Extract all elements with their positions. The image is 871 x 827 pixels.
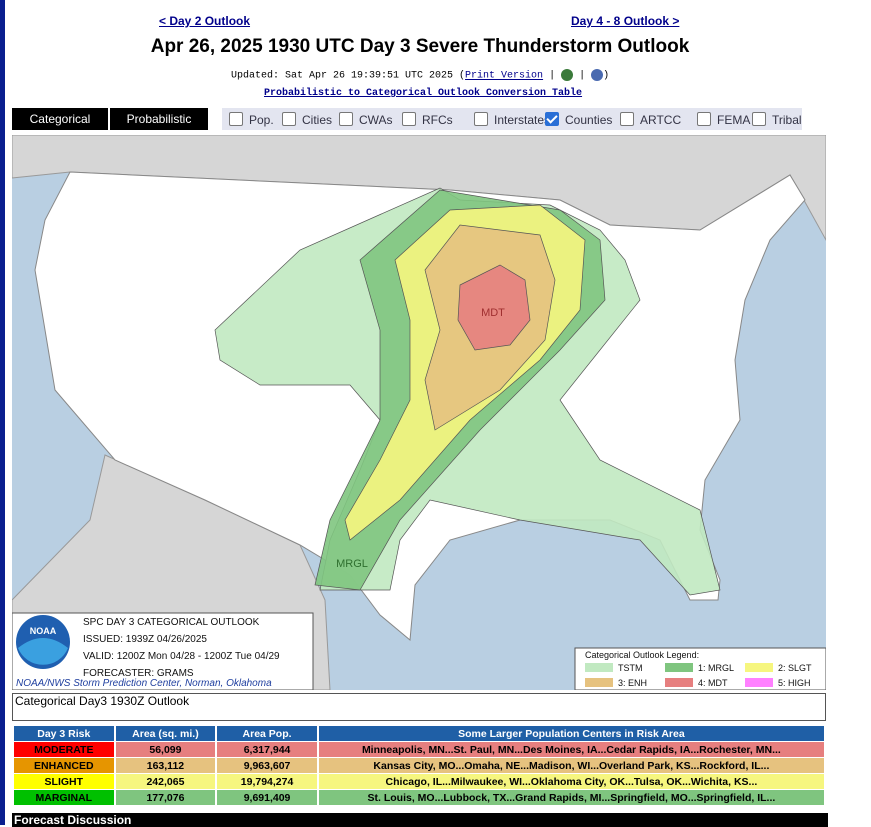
map-label: MDT (481, 307, 505, 319)
risk-row: MODERATE 56,099 6,317,944 Minneapolis, MN..… (14, 742, 824, 757)
risk-cell: MODERATE (14, 742, 114, 757)
risk-cell: 19,794,274 (217, 774, 317, 789)
next-link[interactable]: Day 4 - 8 Outlook > (571, 14, 680, 28)
legend-label: 3: ENH (618, 678, 647, 688)
layer-checkbox[interactable] (620, 112, 634, 126)
layer-checkbox[interactable] (752, 112, 766, 126)
risk-cell: St. Louis, MO...Lubbock, TX...Grand Rapi… (318, 790, 824, 805)
updated-line: Updated: Sat Apr 26 19:39:51 UTC 2025 (P… (231, 69, 609, 82)
risk-row: MARGINAL 177,076 9,691,409 St. Louis, MO...… (14, 790, 824, 805)
layer-checkbox[interactable] (339, 112, 353, 126)
risk-table: Day 3 Risk Area (sq. mi.) Area Pop. Some La… (12, 725, 826, 806)
risk-cell: SLIGHT (14, 774, 114, 789)
legend-label: 1: MRGL (698, 663, 734, 673)
header-cell: Area (sq. mi.) (115, 726, 216, 741)
separator: | (579, 70, 586, 82)
caption-box: Categorical Day3 1930Z Outlook (12, 693, 826, 721)
legend-box (574, 647, 826, 690)
layer-label: CWAs (359, 113, 393, 127)
layer-label: RFCs (422, 113, 453, 127)
info-line: SPC DAY 3 CATEGORICAL OUTLOOK (83, 617, 260, 628)
tab[interactable]: Probabilistic (110, 108, 208, 130)
credit: NOAA/NWS Storm Prediction Center, Norman… (16, 678, 272, 689)
layer-label: FEMA (717, 113, 751, 127)
shp-icon[interactable] (591, 69, 604, 81)
legend-label: 4: MDT (698, 678, 728, 688)
risk-cell: 6,317,944 (217, 742, 317, 757)
layer-checkbox[interactable] (229, 112, 243, 126)
info-line: ISSUED: 1939Z 04/26/2025 (83, 634, 207, 645)
logo-wave (18, 638, 68, 665)
legend-title: Categorical Outlook Legend: (585, 650, 699, 660)
print-link[interactable]: Print Version (465, 70, 544, 82)
layer-checkbox[interactable] (402, 112, 416, 126)
risk-area (457, 264, 531, 351)
layer-label: Interstates (494, 113, 551, 127)
risk-row: SLIGHT 242,065 19,794,274 Chicago, IL...Mil… (14, 774, 824, 789)
updated-text: Updated: Sat Apr 26 19:39:51 UTC 2025 ( (231, 70, 466, 82)
risk-cell: ENHANCED (14, 758, 114, 773)
risk-cell: 9,963,607 (217, 758, 317, 773)
risk-cell: 177,076 (115, 790, 216, 805)
layer-label: Cities (302, 113, 333, 127)
risk-cell: Minneapolis, MN...St. Paul, MN...Des Moi… (318, 742, 824, 757)
header-cell: Day 3 Risk (14, 726, 114, 741)
risk-cell: 242,065 (115, 774, 216, 789)
layer-checkbox[interactable] (282, 112, 296, 126)
header-row: Day 3 Risk Area (sq. mi.) Area Pop. Some La… (14, 726, 824, 741)
legend-swatch (745, 663, 773, 672)
layer-label: ARTCC (640, 113, 682, 127)
info-line: VALID: 1200Z Mon 04/28 - 1200Z Tue 04/29 (83, 651, 280, 662)
discussion-bar[interactable]: Forecast Discussion (12, 813, 828, 827)
caption: Categorical Day3 1930Z Outlook (15, 694, 190, 708)
header-cell: Some Larger Population Centers in Risk A… (318, 726, 824, 741)
prev-link[interactable]: < Day 2 Outlook (159, 14, 251, 28)
legend-swatch (585, 678, 613, 687)
risk-cell: 56,099 (115, 742, 216, 757)
risk-cell: 163,112 (115, 758, 216, 773)
risk-cell: 9,691,409 (217, 790, 317, 805)
legend-swatch (665, 678, 693, 687)
logo-text: NOAA (30, 626, 57, 636)
layer-label: Tribal (772, 113, 802, 127)
legend-label: 5: HIGH (778, 678, 811, 688)
risk-cell: Chicago, IL...Milwaukee, WI...Oklahoma C… (318, 774, 824, 789)
conversion-link[interactable]: Probabilistic to Categorical Outlook Con… (264, 88, 583, 99)
layer-checkbox[interactable] (474, 112, 488, 126)
discussion-label: Forecast Discussion (14, 813, 132, 827)
side-stripe (0, 0, 5, 825)
risk-cell: Kansas City, MO...Omaha, NE...Madison, W… (318, 758, 824, 773)
layer-bar (222, 108, 802, 130)
page-title: Apr 26, 2025 1930 UTC Day 3 Severe Thund… (150, 36, 690, 57)
separator: | (549, 70, 556, 82)
legend-label: 2: SLGT (778, 663, 812, 673)
layer-label: Counties (565, 113, 613, 127)
layer-checkbox[interactable] (697, 112, 711, 126)
layer-checkbox[interactable] (545, 112, 559, 126)
layer-label: Pop. (249, 113, 274, 127)
risk-row: ENHANCED 163,112 9,963,607 Kansas City, MO.… (14, 758, 824, 773)
legend-swatch (745, 678, 773, 687)
legend-swatch (665, 663, 693, 672)
info-line: FORECASTER: GRAMS (83, 668, 194, 679)
legend-swatch (585, 663, 613, 672)
outlook-map: MDT MRGL NOAA SPC DAY 3 CATEGORICAL OUTLOOK… (12, 135, 826, 690)
map-label: MRGL (336, 558, 368, 570)
tab[interactable]: Categorical (12, 108, 108, 130)
header-cell: Area Pop. (217, 726, 317, 741)
updated-suffix: ) (603, 70, 610, 82)
legend-label: TSTM (618, 663, 643, 673)
kml-icon[interactable] (561, 69, 574, 81)
risk-cell: MARGINAL (14, 790, 114, 805)
